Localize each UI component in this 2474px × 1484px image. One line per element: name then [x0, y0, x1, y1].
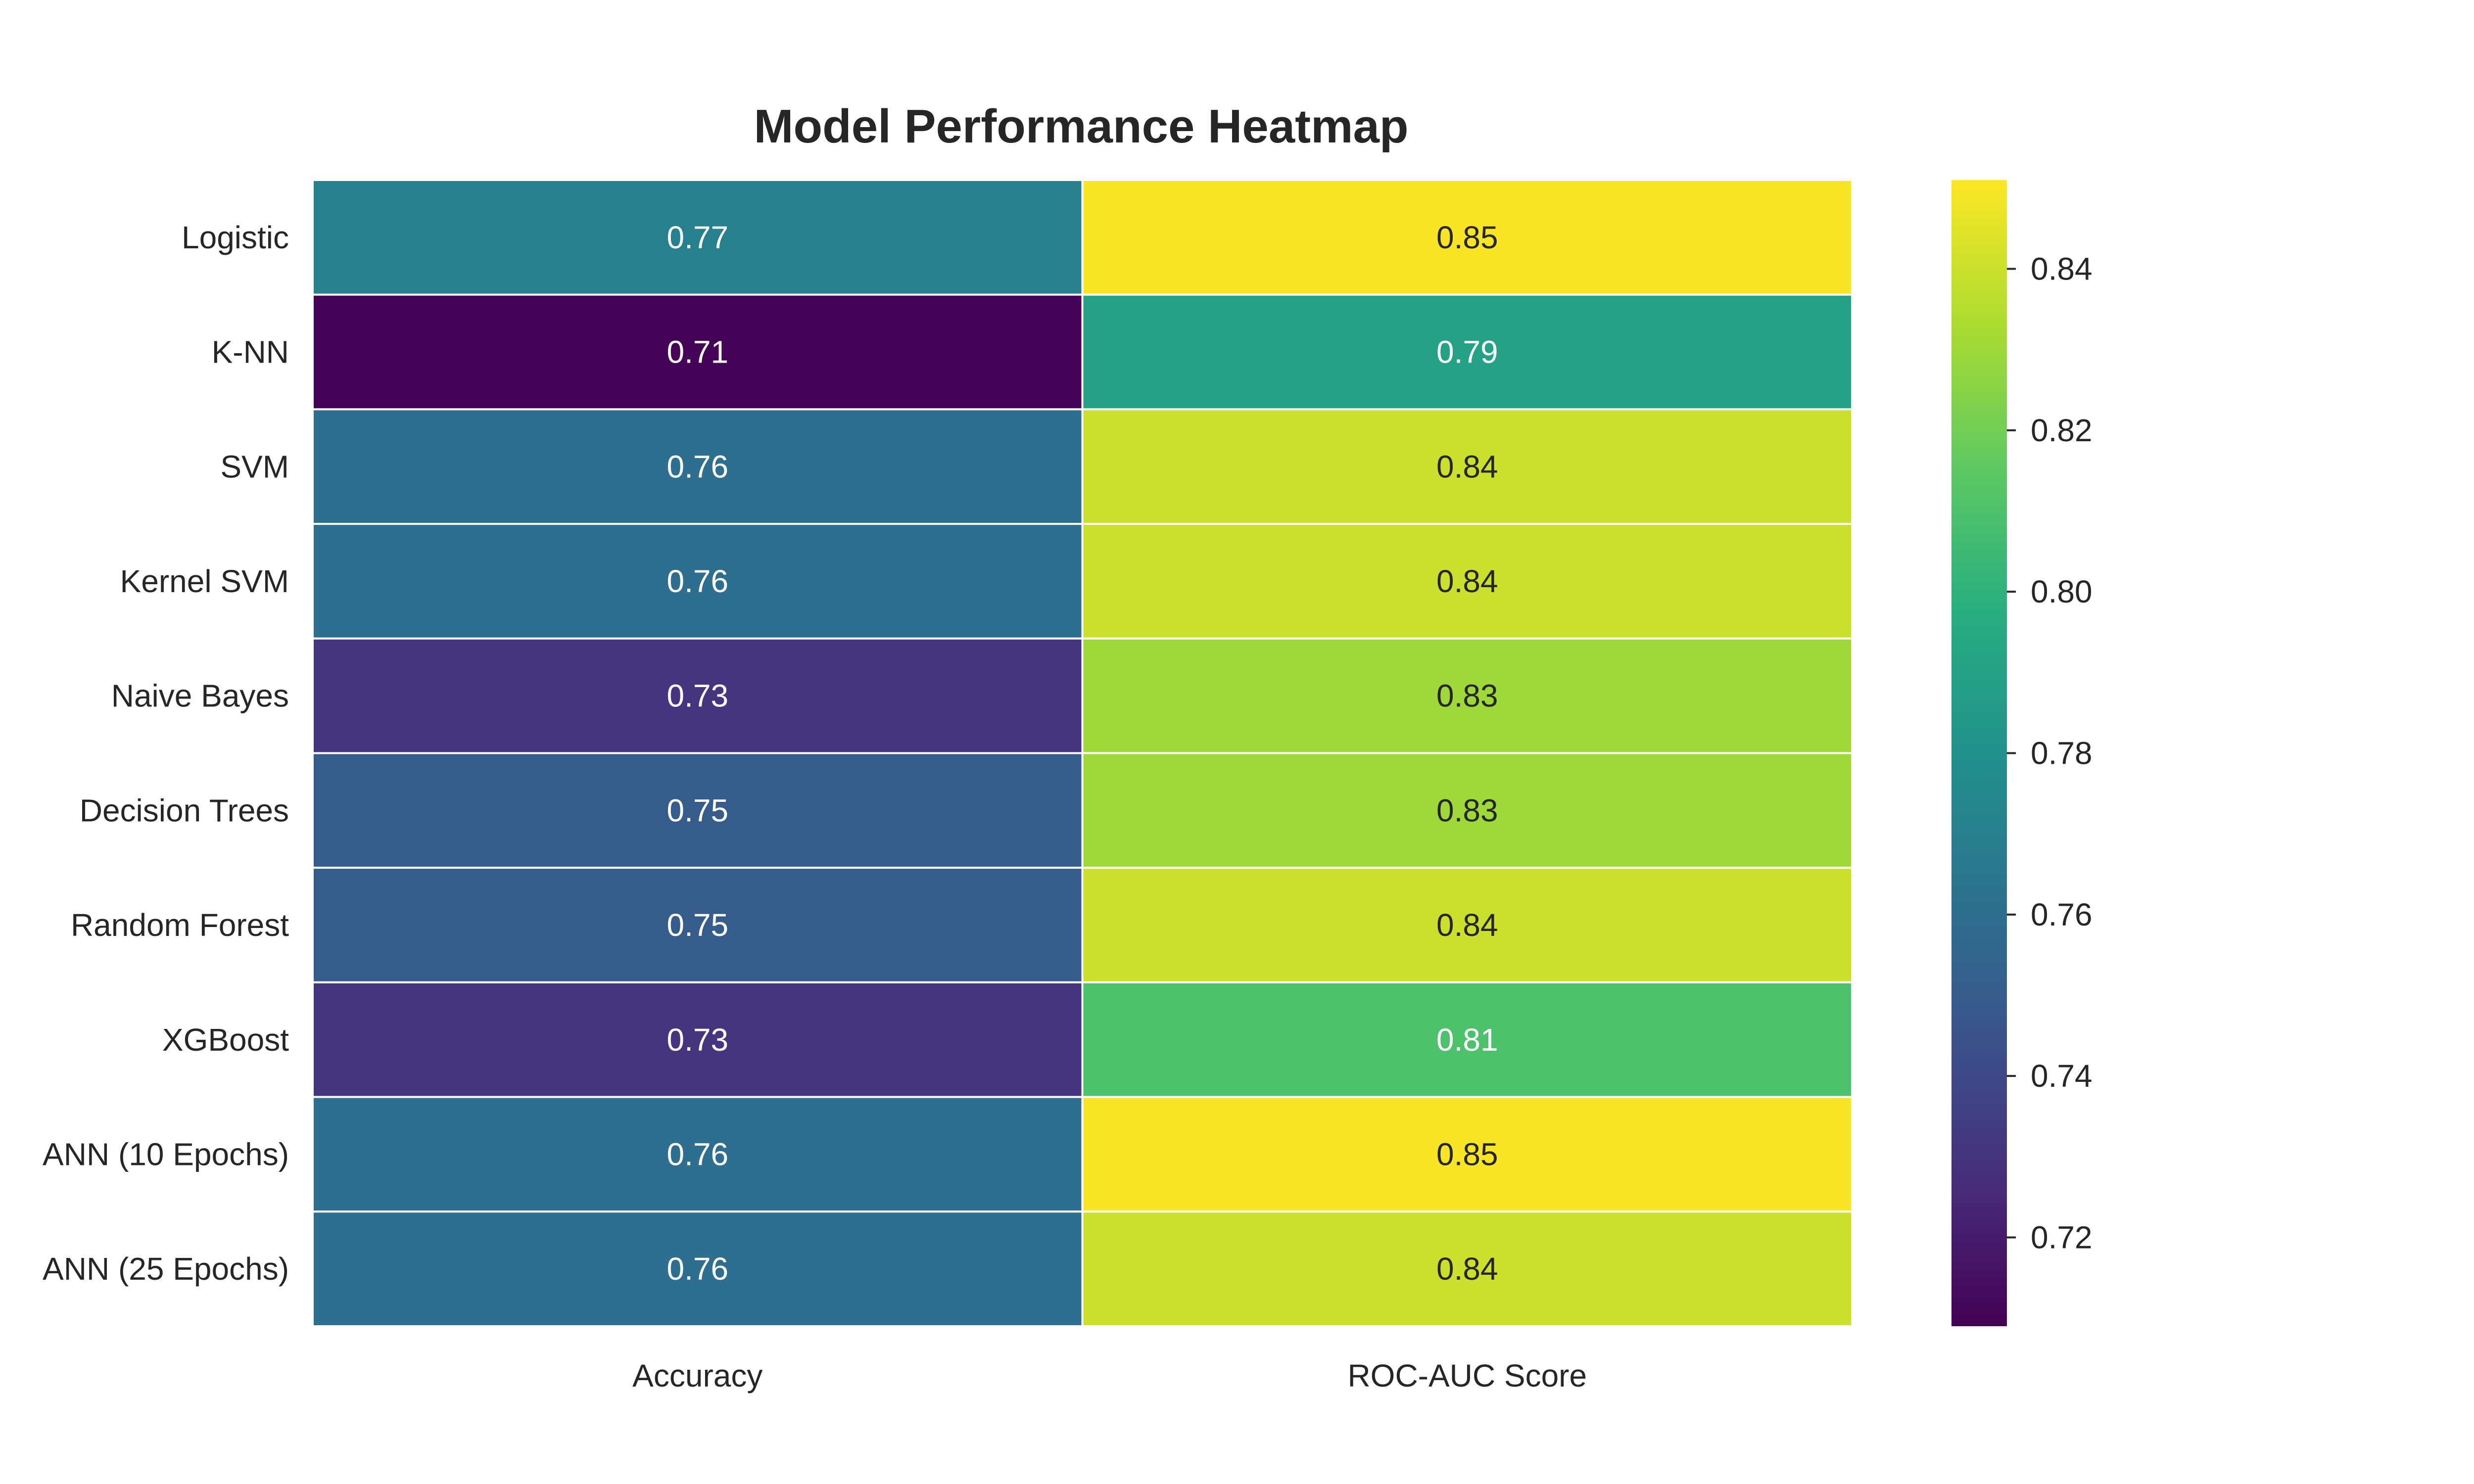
cell-value-label: 0.75: [666, 907, 728, 943]
row-labels: Logistic K-NN SVM Kernel SVM Naive Bayes Deci…: [43, 220, 289, 1287]
cell-value-label: 0.75: [666, 792, 728, 828]
heatmap-cell: [312, 1096, 1084, 1213]
cell-value-label: 0.79: [1436, 334, 1498, 370]
row-label: SVM: [220, 449, 289, 484]
heatmap-cell: [1081, 523, 1853, 640]
chart-title: Model Performance Heatmap: [754, 100, 1408, 153]
row-label: K-NN: [212, 334, 289, 370]
row-label: Logistic: [182, 220, 289, 255]
colorbar-tick-label: 0.74: [2031, 1058, 2093, 1094]
cell-value-label: 0.84: [1436, 907, 1498, 943]
column-label: ROC-AUC Score: [1347, 1358, 1587, 1393]
cell-value-label: 0.73: [666, 678, 728, 714]
cell-value-label: 0.84: [1436, 449, 1498, 484]
column-labels: Accuracy ROC-AUC Score: [632, 1358, 1587, 1393]
cell-value-label: 0.83: [1436, 678, 1498, 714]
heatmap-cell: [312, 293, 1084, 411]
heatmap-cell: [1081, 408, 1853, 525]
row-label: ANN (25 Epochs): [43, 1251, 289, 1287]
row-label: Random Forest: [71, 907, 289, 943]
heatmap-cell: [312, 981, 1084, 1098]
cell-value-label: 0.85: [1436, 1136, 1498, 1172]
heatmap-cell: [1081, 1096, 1853, 1213]
colorbar: 0.72 0.74 0.76 0.78 0.80 0.82 0.84: [1951, 180, 2093, 1326]
cell-value-label: 0.76: [666, 1136, 728, 1172]
colorbar-tick-label: 0.76: [2031, 897, 2093, 932]
cell-value-label: 0.77: [666, 220, 728, 255]
colorbar-tick-label: 0.78: [2031, 736, 2093, 771]
row-label: Naive Bayes: [111, 678, 289, 714]
cell-value-label: 0.76: [666, 563, 728, 599]
heatmap-cell: [1081, 981, 1853, 1098]
heatmap-cell: [1081, 637, 1853, 754]
heatmap-cell: [312, 1210, 1084, 1328]
row-label: Kernel SVM: [120, 563, 289, 599]
cell-value-label: 0.84: [1436, 1251, 1498, 1287]
cell-value-label: 0.76: [666, 449, 728, 484]
heatmap-cell: [1081, 179, 1853, 296]
colorbar-gradient: [1951, 180, 2007, 1326]
row-label: XGBoost: [162, 1022, 289, 1058]
cell-value-label: 0.73: [666, 1022, 728, 1058]
cell-value-label: 0.83: [1436, 792, 1498, 828]
colorbar-tick-label: 0.84: [2031, 251, 2093, 286]
row-label: ANN (10 Epochs): [43, 1136, 289, 1172]
cell-value-label: 0.81: [1436, 1022, 1498, 1058]
cell-value-label: 0.71: [666, 334, 728, 370]
heatmap-cell: [312, 179, 1084, 296]
colorbar-tick-label: 0.72: [2031, 1220, 2093, 1255]
cell-value-label: 0.85: [1436, 220, 1498, 255]
row-label: Decision Trees: [80, 792, 289, 828]
heatmap-cell: [312, 408, 1084, 525]
heatmap-cells: 0.77 0.85 0.71 0.79 0.76 0.84 0.76 0.84 0.73 0.83…: [312, 179, 1853, 1328]
colorbar-tick-label: 0.80: [2031, 574, 2093, 609]
cell-value-label: 0.76: [666, 1251, 728, 1287]
heatmap-cell: [1081, 867, 1853, 983]
cell-value-label: 0.84: [1436, 563, 1498, 599]
heatmap-cell: [1081, 293, 1853, 411]
colorbar-tick-label: 0.82: [2031, 413, 2093, 448]
heatmap-cell: [312, 867, 1084, 983]
heatmap-cell: [1081, 1210, 1853, 1328]
column-label: Accuracy: [632, 1358, 762, 1393]
heatmap-cell: [1081, 752, 1853, 869]
